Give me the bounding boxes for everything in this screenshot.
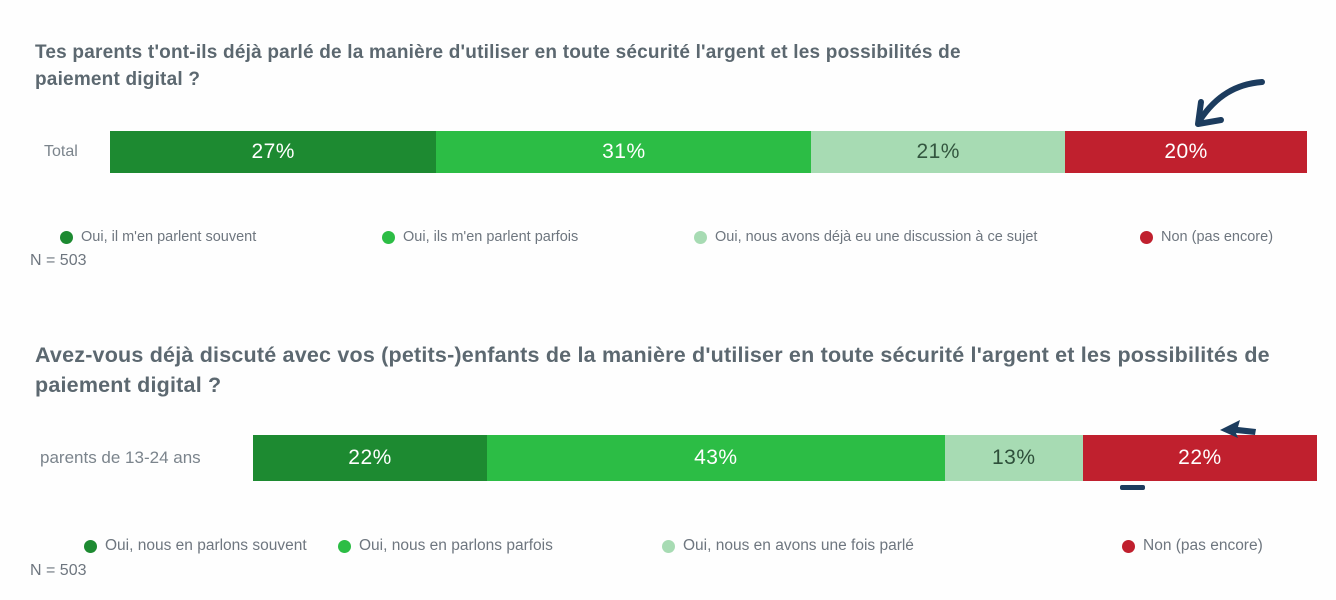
segment-value-label: 27% — [251, 140, 295, 163]
legend-item: Oui, nous avons déjà eu une discussion à… — [694, 229, 1037, 245]
legend-label: Oui, nous en parlons parfois — [359, 537, 553, 554]
legend-item: Oui, ils m'en parlent parfois — [382, 229, 578, 245]
segment-value-label: 13% — [991, 446, 1036, 469]
legend-item: Oui, nous en avons une fois parlé — [662, 537, 914, 555]
segment-value-label: 22% — [1178, 446, 1222, 469]
bar-segment: 22% — [253, 435, 488, 481]
bar-category-label: parents de 13-24 ans — [40, 448, 201, 467]
legend-dot-icon — [662, 539, 675, 553]
legend-item: Oui, nous en parlons parfois — [338, 537, 553, 555]
legend-label: Oui, nous avons déjà eu une discussion à… — [715, 229, 1038, 245]
legend-dot-icon — [84, 539, 97, 553]
bar-segment: 13% — [944, 435, 1083, 481]
legend-label: Oui, nous en avons une fois parlé — [683, 537, 914, 554]
legend-dot-icon — [1122, 539, 1135, 553]
legend-dot-icon — [338, 539, 351, 553]
dash-annotation-icon — [1120, 485, 1145, 490]
chart-title: Tes parents t'ont-ils déjà parlé de la m… — [35, 41, 961, 90]
legend-label: Oui, ils m'en parlent parfois — [403, 229, 579, 245]
sample-size-label: N = 503 — [30, 562, 87, 579]
legend-label: Oui, nous en parlons souvent — [105, 537, 307, 554]
bar-segment: 31% — [436, 131, 812, 173]
sample-size-label: N = 503 — [30, 252, 87, 269]
bar-segment: 21% — [811, 131, 1066, 173]
legend-label: Non (pas encore) — [1161, 229, 1274, 245]
segment-value-label: 43% — [694, 446, 738, 469]
segment-value-label: 31% — [602, 140, 646, 163]
legend-item: Non (pas encore) — [1122, 537, 1263, 555]
legend-dot-icon — [694, 230, 707, 244]
bar-segment: 43% — [487, 435, 945, 481]
legend: Oui, il m'en parlent souvent Oui, ils m'e… — [0, 229, 1336, 253]
legend-dot-icon — [60, 230, 73, 244]
bar-segment: 22% — [1082, 435, 1317, 481]
arrow-annotation-icon — [1195, 79, 1265, 127]
bar-segment: 27% — [110, 131, 437, 173]
bar-track: 22% 43% 13% 22% — [253, 435, 1317, 481]
bar-category-label: Total — [44, 143, 78, 160]
legend-item: Oui, il m'en parlent souvent — [60, 229, 256, 245]
legend-item: Oui, nous en parlons souvent — [84, 537, 307, 555]
legend-item: Non (pas encore) — [1140, 229, 1273, 245]
legend: Oui, nous en parlons souvent Oui, nous en… — [0, 537, 1336, 561]
legend-dot-icon — [1140, 230, 1153, 244]
segment-value-label: 21% — [916, 140, 960, 163]
arrow-tip-annotation-icon — [1220, 420, 1256, 438]
segment-value-label: 20% — [1164, 140, 1208, 163]
legend-label: Oui, il m'en parlent souvent — [81, 229, 257, 245]
bar-track: 27% 31% 21% 20% — [110, 131, 1307, 173]
chart-title: Avez-vous déjà discuté avec vos (petits-… — [35, 342, 1270, 397]
legend-label: Non (pas encore) — [1143, 537, 1263, 554]
bar-segment: 20% — [1065, 131, 1307, 173]
legend-dot-icon — [382, 230, 395, 244]
segment-value-label: 22% — [348, 446, 392, 469]
